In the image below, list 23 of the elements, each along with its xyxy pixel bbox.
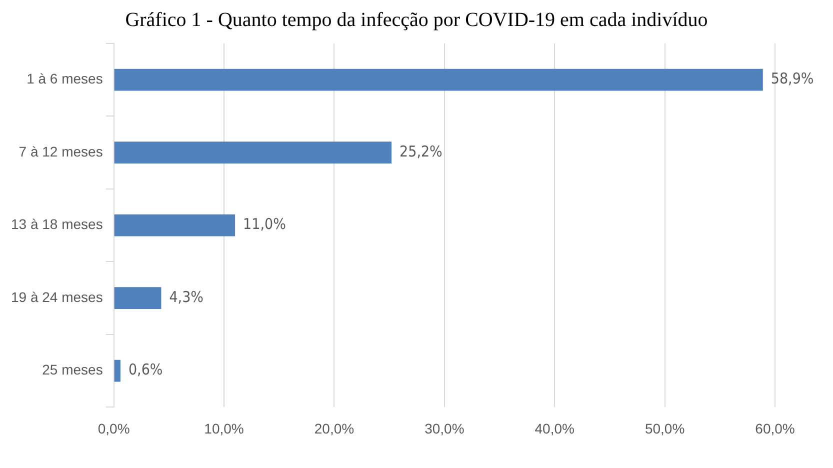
x-tick-label: 60,0%: [755, 420, 795, 436]
bar: [114, 287, 162, 309]
x-tick-label: 10,0%: [204, 420, 244, 436]
y-tick-label: 25 meses: [42, 362, 103, 378]
x-tick-label: 30,0%: [424, 420, 464, 436]
bar: [114, 68, 763, 91]
y-tick-label: 19 à 24 meses: [10, 288, 103, 305]
y-tick-label: 7 à 12 meses: [18, 143, 103, 160]
bar: [114, 142, 392, 164]
data-label: 4,3%: [169, 288, 204, 306]
x-tick-label: 40,0%: [534, 420, 574, 436]
data-label: 11,0%: [243, 215, 286, 234]
x-tick-label: 50,0%: [644, 420, 685, 436]
bar: [114, 214, 236, 236]
chart-title: Gráfico 1 - Quanto tempo da infecção por COVID-19 em cada indivíduo: [124, 8, 709, 32]
data-label: 25,2%: [400, 142, 443, 160]
y-tick-label: 1 à 6 meses: [26, 70, 103, 87]
x-tick-label: 0,0%: [98, 420, 130, 436]
data-label: 58,9%: [770, 70, 814, 88]
bar: [114, 360, 120, 382]
data-label: 0,6%: [128, 360, 163, 379]
x-tick-label: 20,0%: [314, 420, 354, 436]
y-tick-label: 13 à 18 meses: [10, 216, 103, 232]
